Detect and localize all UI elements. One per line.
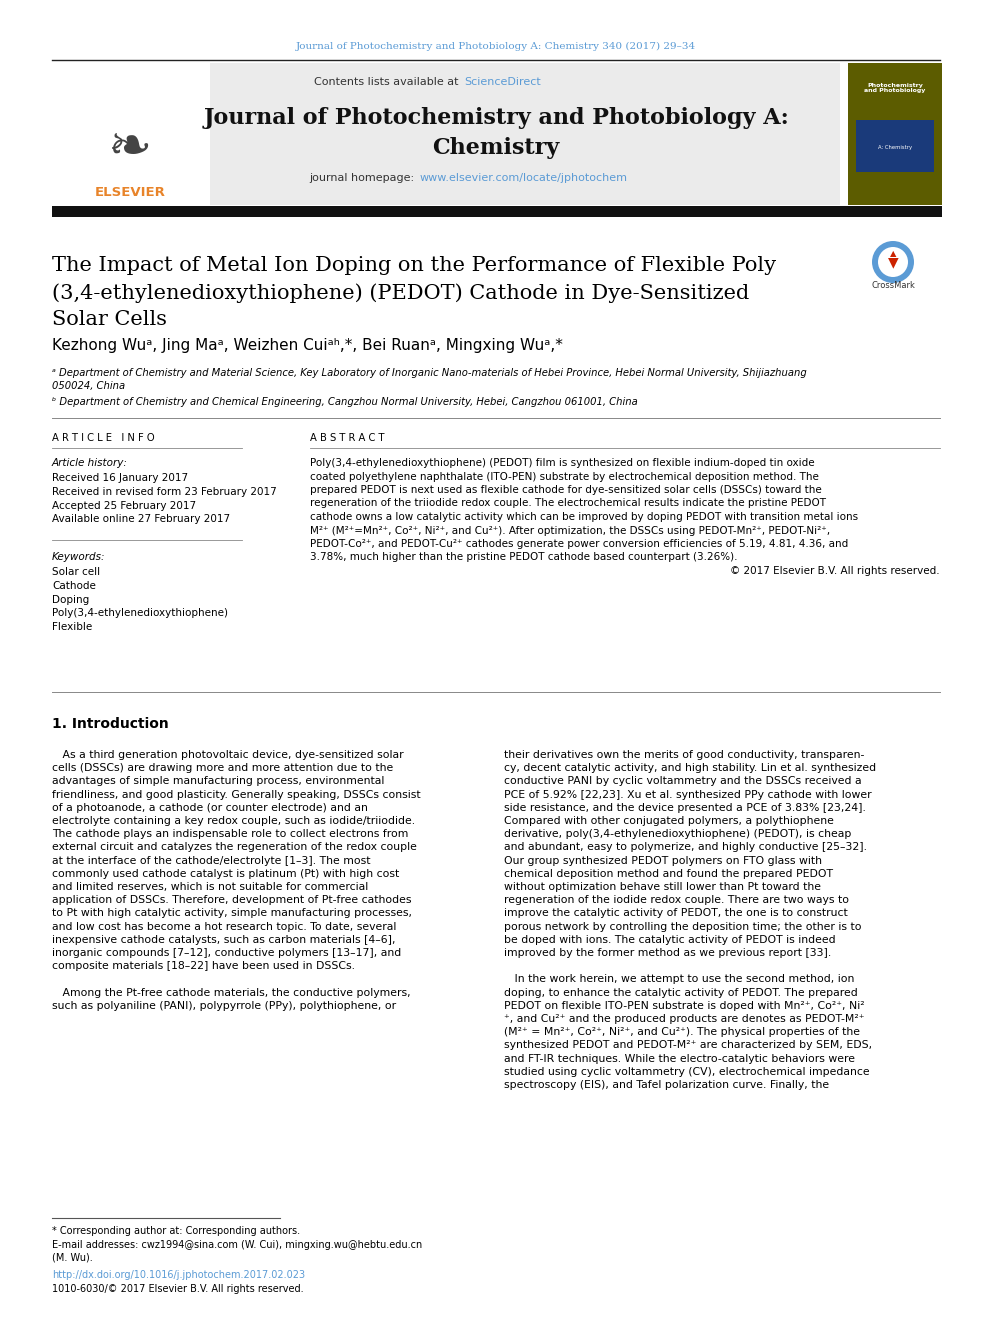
Bar (856, 120, 934, 172)
Text: A B S T R A C T: A B S T R A C T (310, 433, 385, 443)
Text: commonly used cathode catalyst is platinum (Pt) with high cost: commonly used cathode catalyst is platin… (52, 869, 399, 878)
Text: Flexible: Flexible (52, 622, 92, 632)
Text: ❧: ❧ (108, 122, 152, 175)
Text: regeneration of the triiodide redox couple. The electrochemical results indicate: regeneration of the triiodide redox coup… (310, 499, 826, 508)
Text: Solar cell: Solar cell (52, 568, 100, 577)
Text: 1. Introduction: 1. Introduction (52, 717, 169, 732)
Text: PCE of 5.92% [22,23]. Xu et al. synthesized PPy cathode with lower: PCE of 5.92% [22,23]. Xu et al. synthesi… (504, 790, 872, 799)
Circle shape (878, 247, 908, 277)
Text: Kezhong Wuᵃ, Jing Maᵃ, Weizhen Cuiᵃʰ,*, Bei Ruanᵃ, Mingxing Wuᵃ,*: Kezhong Wuᵃ, Jing Maᵃ, Weizhen Cuiᵃʰ,*, … (52, 337, 562, 353)
Text: side resistance, and the device presented a PCE of 3.83% [23,24].: side resistance, and the device presente… (504, 803, 866, 812)
Text: and FT-IR techniques. While the electro-catalytic behaviors were: and FT-IR techniques. While the electro-… (504, 1053, 855, 1064)
Bar (52, 64, 207, 205)
Text: derivative, poly(3,4-ethylenedioxythiophene) (PEDOT), is cheap: derivative, poly(3,4-ethylenedioxythioph… (504, 830, 851, 839)
Text: Journal of Photochemistry and Photobiology A: Chemistry 340 (2017) 29–34: Journal of Photochemistry and Photobiolo… (296, 41, 696, 50)
Text: porous network by controlling the deposition time; the other is to: porous network by controlling the deposi… (504, 922, 861, 931)
Text: Our group synthesized PEDOT polymers on FTO glass with: Our group synthesized PEDOT polymers on … (504, 856, 822, 865)
Text: Poly(3,4-ethylenedioxythiophene): Poly(3,4-ethylenedioxythiophene) (52, 609, 228, 618)
Text: In the work herein, we attempt to use the second method, ion: In the work herein, we attempt to use th… (504, 975, 854, 984)
Text: doping, to enhance the catalytic activity of PEDOT. The prepared: doping, to enhance the catalytic activit… (504, 987, 858, 998)
Text: The Impact of Metal Ion Doping on the Performance of Flexible Poly: The Impact of Metal Ion Doping on the Pe… (52, 255, 776, 275)
Text: studied using cyclic voltammetry (CV), electrochemical impedance: studied using cyclic voltammetry (CV), e… (504, 1066, 870, 1077)
Text: chemical deposition method and found the prepared PEDOT: chemical deposition method and found the… (504, 869, 833, 878)
Text: 3.78%, much higher than the pristine PEDOT cathode based counterpart (3.26%).: 3.78%, much higher than the pristine PED… (310, 553, 737, 562)
Text: Article history:: Article history: (52, 458, 128, 468)
Text: composite materials [18–22] have been used in DSSCs.: composite materials [18–22] have been us… (52, 962, 355, 971)
Text: prepared PEDOT is next used as flexible cathode for dye-sensitized solar cells (: prepared PEDOT is next used as flexible … (310, 486, 821, 495)
Text: A: Chemistry: A: Chemistry (878, 146, 912, 151)
Text: cathode owns a low catalytic activity which can be improved by doping PEDOT with: cathode owns a low catalytic activity wh… (310, 512, 858, 523)
Text: E-mail addresses: cwz1994@sina.com (W. Cui), mingxing.wu@hebtu.edu.cn: E-mail addresses: cwz1994@sina.com (W. C… (52, 1240, 423, 1250)
Text: journal homepage:: journal homepage: (310, 173, 418, 183)
Text: coated polyethylene naphthalate (ITO-PEN) substrate by electrochemical depositio: coated polyethylene naphthalate (ITO-PEN… (310, 471, 818, 482)
Bar (52, 206, 942, 217)
Text: ᵇ Department of Chemistry and Chemical Engineering, Cangzhou Normal University, : ᵇ Department of Chemistry and Chemical E… (52, 397, 638, 407)
Text: to Pt with high catalytic activity, simple manufacturing processes,: to Pt with high catalytic activity, simp… (52, 909, 412, 918)
Text: * Corresponding author at: Corresponding authors.: * Corresponding author at: Corresponding… (52, 1226, 301, 1236)
Text: Available online 27 February 2017: Available online 27 February 2017 (52, 515, 230, 524)
Text: PEDOT-Co²⁺, and PEDOT-Cu²⁺ cathodes generate power conversion efficiencies of 5.: PEDOT-Co²⁺, and PEDOT-Cu²⁺ cathodes gene… (310, 538, 848, 549)
Text: Accepted 25 February 2017: Accepted 25 February 2017 (52, 500, 196, 511)
Text: Cathode: Cathode (52, 581, 96, 591)
Text: ▼: ▼ (888, 255, 899, 269)
Text: and abundant, easy to polymerize, and highly conductive [25–32].: and abundant, easy to polymerize, and hi… (504, 843, 867, 852)
Text: http://dx.doi.org/10.1016/j.jphotochem.2017.02.023: http://dx.doi.org/10.1016/j.jphotochem.2… (52, 1270, 306, 1279)
Text: external circuit and catalyzes the regeneration of the redox couple: external circuit and catalyzes the regen… (52, 843, 417, 852)
Text: (M. Wu).: (M. Wu). (52, 1253, 92, 1263)
Text: application of DSSCs. Therefore, development of Pt-free cathodes: application of DSSCs. Therefore, develop… (52, 896, 412, 905)
Text: regeneration of the iodide redox couple. There are two ways to: regeneration of the iodide redox couple.… (504, 896, 849, 905)
Text: cells (DSSCs) are drawing more and more attention due to the: cells (DSSCs) are drawing more and more … (52, 763, 393, 773)
Text: improved by the former method as we previous report [33].: improved by the former method as we prev… (504, 949, 831, 958)
Text: without optimization behave still lower than Pt toward the: without optimization behave still lower … (504, 882, 821, 892)
Text: ᵃ Department of Chemistry and Material Science, Key Laboratory of Inorganic Nano: ᵃ Department of Chemistry and Material S… (52, 368, 806, 392)
Text: Photochemistry
and Photobiology: Photochemistry and Photobiology (864, 82, 926, 94)
Text: be doped with ions. The catalytic activity of PEDOT is indeed: be doped with ions. The catalytic activi… (504, 935, 835, 945)
Text: www.elsevier.com/locate/jphotochem: www.elsevier.com/locate/jphotochem (420, 173, 628, 183)
Text: Poly(3,4-ethylenedioxythiophene) (PEDOT) film is synthesized on flexible indium-: Poly(3,4-ethylenedioxythiophene) (PEDOT)… (310, 458, 814, 468)
Bar (210, 64, 840, 205)
Text: spectroscopy (EIS), and Tafel polarization curve. Finally, the: spectroscopy (EIS), and Tafel polarizati… (504, 1080, 829, 1090)
Text: inorganic compounds [7–12], conductive polymers [13–17], and: inorganic compounds [7–12], conductive p… (52, 949, 401, 958)
Circle shape (872, 241, 914, 283)
Text: The cathode plays an indispensable role to collect electrons from: The cathode plays an indispensable role … (52, 830, 409, 839)
Text: Chemistry: Chemistry (433, 138, 559, 159)
Text: Keywords:: Keywords: (52, 552, 105, 562)
Text: synthesized PEDOT and PEDOT-M²⁺ are characterized by SEM, EDS,: synthesized PEDOT and PEDOT-M²⁺ are char… (504, 1040, 872, 1050)
Text: CrossMark: CrossMark (871, 282, 915, 291)
Text: such as polyaniline (PANI), polypyrrole (PPy), polythiophene, or: such as polyaniline (PANI), polypyrrole … (52, 1000, 396, 1011)
Text: at the interface of the cathode/electrolyte [1–3]. The most: at the interface of the cathode/electrol… (52, 856, 370, 865)
Text: their derivatives own the merits of good conductivity, transparen-: their derivatives own the merits of good… (504, 750, 864, 759)
Text: electrolyte containing a key redox couple, such as iodide/triiodide.: electrolyte containing a key redox coupl… (52, 816, 415, 826)
Text: friendliness, and good plasticity. Generally speaking, DSSCs consist: friendliness, and good plasticity. Gener… (52, 790, 421, 799)
Text: cy, decent catalytic activity, and high stability. Lin et al. synthesized: cy, decent catalytic activity, and high … (504, 763, 876, 773)
Text: Received in revised form 23 February 2017: Received in revised form 23 February 201… (52, 487, 277, 497)
Text: As a third generation photovoltaic device, dye-sensitized solar: As a third generation photovoltaic devic… (52, 750, 404, 759)
Text: ▲: ▲ (890, 250, 896, 258)
Text: advantages of simple manufacturing process, environmental: advantages of simple manufacturing proce… (52, 777, 384, 786)
Text: improve the catalytic activity of PEDOT, the one is to construct: improve the catalytic activity of PEDOT,… (504, 909, 848, 918)
Text: and limited reserves, which is not suitable for commercial: and limited reserves, which is not suita… (52, 882, 368, 892)
Text: (M²⁺ = Mn²⁺, Co²⁺, Ni²⁺, and Cu²⁺). The physical properties of the: (M²⁺ = Mn²⁺, Co²⁺, Ni²⁺, and Cu²⁺). The … (504, 1027, 860, 1037)
Text: M²⁺ (M²⁺=Mn²⁺, Co²⁺, Ni²⁺, and Cu²⁺). After optimization, the DSSCs using PEDOT-: M²⁺ (M²⁺=Mn²⁺, Co²⁺, Ni²⁺, and Cu²⁺). Af… (310, 525, 830, 536)
Text: Received 16 January 2017: Received 16 January 2017 (52, 474, 188, 483)
Text: 1010-6030/© 2017 Elsevier B.V. All rights reserved.: 1010-6030/© 2017 Elsevier B.V. All right… (52, 1285, 304, 1294)
Text: © 2017 Elsevier B.V. All rights reserved.: © 2017 Elsevier B.V. All rights reserved… (730, 566, 940, 576)
Text: A R T I C L E   I N F O: A R T I C L E I N F O (52, 433, 155, 443)
Text: Compared with other conjugated polymers, a polythiophene: Compared with other conjugated polymers,… (504, 816, 834, 826)
Text: Doping: Doping (52, 594, 89, 605)
Text: Journal of Photochemistry and Photobiology A:: Journal of Photochemistry and Photobiolo… (203, 107, 789, 130)
Text: PEDOT on flexible ITO-PEN substrate is doped with Mn²⁺, Co²⁺, Ni²: PEDOT on flexible ITO-PEN substrate is d… (504, 1000, 865, 1011)
Bar (848, 64, 942, 205)
Text: and low cost has become a hot research topic. To date, several: and low cost has become a hot research t… (52, 922, 397, 931)
Text: Among the Pt-free cathode materials, the conductive polymers,: Among the Pt-free cathode materials, the… (52, 987, 411, 998)
Text: ScienceDirect: ScienceDirect (464, 77, 541, 87)
Text: ⁺, and Cu²⁺ and the produced products are denotes as PEDOT-M²⁺: ⁺, and Cu²⁺ and the produced products ar… (504, 1013, 864, 1024)
Text: conductive PANI by cyclic voltammetry and the DSSCs received a: conductive PANI by cyclic voltammetry an… (504, 777, 862, 786)
Text: inexpensive cathode catalysts, such as carbon materials [4–6],: inexpensive cathode catalysts, such as c… (52, 935, 396, 945)
Text: of a photoanode, a cathode (or counter electrode) and an: of a photoanode, a cathode (or counter e… (52, 803, 368, 812)
Text: Contents lists available at: Contents lists available at (314, 77, 462, 87)
Text: Solar Cells: Solar Cells (52, 310, 167, 329)
Text: (3,4-ethylenedioxythiophene) (PEDOT) Cathode in Dye-Sensitized: (3,4-ethylenedioxythiophene) (PEDOT) Cat… (52, 283, 749, 303)
Text: ELSEVIER: ELSEVIER (94, 185, 166, 198)
